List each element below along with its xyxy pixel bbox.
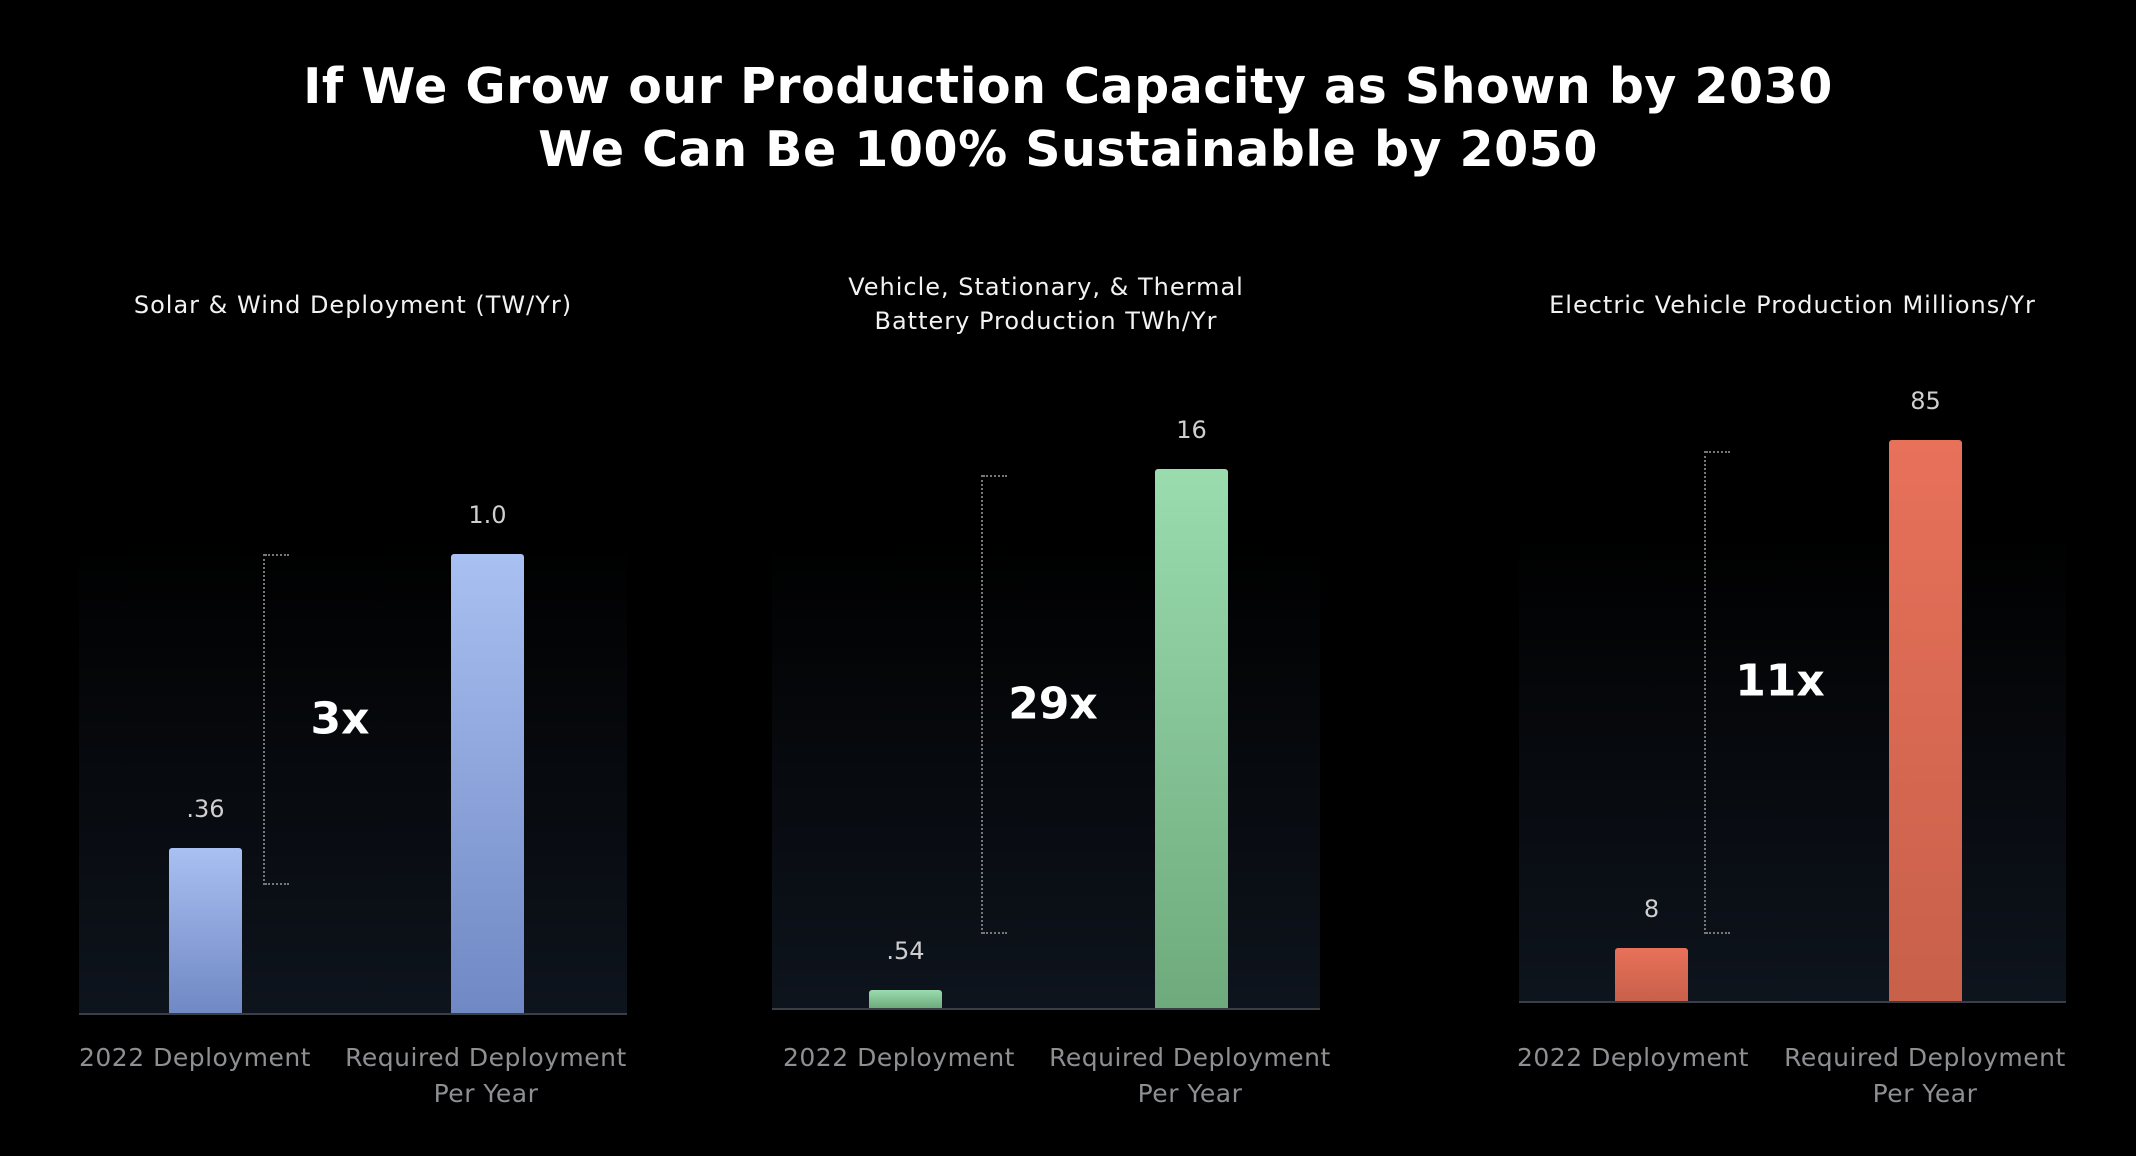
data-label: 1.0 [468, 501, 507, 529]
x-axis-baseline [772, 1008, 1320, 1010]
data-label: .54 [886, 936, 925, 965]
x-tick-label: Per Year [433, 1079, 539, 1108]
bar [451, 554, 524, 1013]
x-axis-baseline [1519, 1001, 2066, 1003]
x-tick-label: Required Deployment [1049, 1043, 1331, 1072]
x-tick-label: 2022 Deployment [783, 1043, 1015, 1072]
bar [1889, 440, 1962, 1001]
chart-panel [772, 540, 1320, 1008]
data-label: .36 [186, 794, 225, 823]
multiplier-label: 3x [310, 693, 370, 745]
growth-bracket [981, 475, 1007, 934]
data-label: 85 [1910, 387, 1941, 415]
x-tick-label: 2022 Deployment [79, 1043, 311, 1072]
chart-title: Electric Vehicle Production Millions/Yr [1549, 291, 2036, 319]
x-tick-label: Required Deployment [1784, 1043, 2066, 1072]
bar [1615, 948, 1688, 1001]
title-line-1: If We Grow our Production Capacity as Sh… [303, 58, 1833, 115]
chart-title: Vehicle, Stationary, & Thermal [848, 273, 1244, 301]
chart-panel [79, 540, 627, 1013]
chart-title: Battery Production TWh/Yr [874, 307, 1218, 335]
data-label: 16 [1176, 416, 1207, 444]
multiplier-label: 11x [1735, 655, 1825, 707]
bar [1155, 469, 1228, 1008]
x-tick-label: Required Deployment [345, 1043, 627, 1072]
data-label: 8 [1643, 895, 1660, 924]
chart-panel [1519, 530, 2066, 1001]
x-tick-label: Per Year [1137, 1079, 1243, 1108]
x-tick-label: Per Year [1872, 1079, 1978, 1108]
bar [169, 847, 242, 1013]
bar [869, 989, 942, 1008]
growth-bracket [263, 554, 289, 885]
multiplier-label: 29x [1008, 678, 1098, 730]
growth-bracket [1704, 451, 1730, 934]
title-line-2: We Can Be 100% Sustainable by 2050 [538, 121, 1598, 178]
chart-title: Solar & Wind Deployment (TW/Yr) [133, 291, 573, 319]
x-axis-baseline [79, 1013, 627, 1015]
x-tick-label: 2022 Deployment [1517, 1043, 1749, 1072]
